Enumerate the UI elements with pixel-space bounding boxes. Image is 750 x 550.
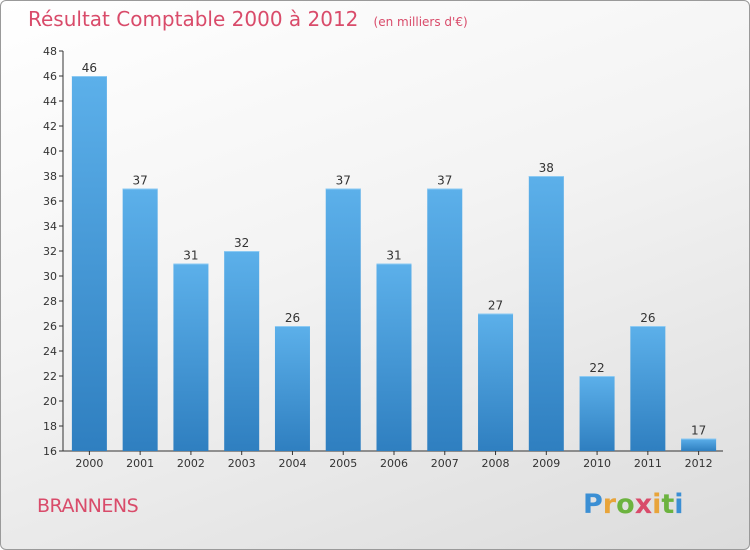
bar bbox=[376, 263, 412, 451]
x-tick-label: 2004 bbox=[278, 457, 306, 470]
proxiti-logo: Proxiti bbox=[583, 489, 684, 520]
logo-letter: P bbox=[583, 489, 603, 520]
x-tick-label: 2002 bbox=[177, 457, 205, 470]
bar-value-label: 27 bbox=[488, 299, 503, 313]
x-tick-label: 2005 bbox=[329, 457, 357, 470]
bar-value-label: 32 bbox=[234, 236, 249, 250]
bar-value-label: 46 bbox=[82, 61, 97, 75]
bar bbox=[528, 176, 564, 451]
y-tick-label: 38 bbox=[43, 170, 57, 183]
bar bbox=[173, 263, 209, 451]
x-tick-label: 2009 bbox=[532, 457, 560, 470]
logo-letter: i bbox=[652, 489, 662, 520]
bar bbox=[579, 376, 615, 451]
bar-value-label: 26 bbox=[640, 311, 655, 325]
y-tick-label: 16 bbox=[43, 445, 57, 458]
y-tick-label: 46 bbox=[43, 70, 57, 83]
bar bbox=[122, 188, 158, 451]
y-tick-label: 32 bbox=[43, 245, 57, 258]
axes: 16 18 20 22 24 26 28 30 32 34 36 38 40 42 44 46 48 2000 20… bbox=[43, 45, 723, 470]
x-tick-label: 2010 bbox=[583, 457, 611, 470]
x-tick-label: 2007 bbox=[431, 457, 459, 470]
bar bbox=[630, 326, 666, 451]
y-tick-label: 30 bbox=[43, 270, 57, 283]
x-tick-label: 2012 bbox=[685, 457, 713, 470]
place-name: BRANNENS bbox=[37, 495, 139, 517]
y-tick-label: 28 bbox=[43, 295, 57, 308]
bar bbox=[274, 326, 310, 451]
x-tick-label: 2008 bbox=[482, 457, 510, 470]
bar bbox=[325, 188, 361, 451]
bar bbox=[681, 438, 717, 451]
bar-value-label: 26 bbox=[285, 311, 300, 325]
y-tick-label: 18 bbox=[43, 420, 57, 433]
bar-value-label: 37 bbox=[437, 174, 452, 188]
x-tick-label: 2003 bbox=[228, 457, 256, 470]
bar-value-label: 31 bbox=[183, 249, 198, 263]
y-tick-label: 48 bbox=[43, 45, 57, 58]
chart-title-text: Résultat Comptable 2000 à 2012 bbox=[28, 7, 359, 31]
logo-letter: t bbox=[661, 489, 675, 520]
bar-value-label: 37 bbox=[133, 174, 148, 188]
chart-unit-note: (en milliers d'€) bbox=[373, 15, 468, 29]
logo-letter: o bbox=[616, 489, 635, 520]
y-tick-label: 40 bbox=[43, 145, 57, 158]
bar bbox=[478, 313, 514, 451]
x-tick-label: 2001 bbox=[126, 457, 154, 470]
bar bbox=[224, 251, 260, 451]
bar bbox=[427, 188, 463, 451]
x-tick-label: 2006 bbox=[380, 457, 408, 470]
y-tick-label: 44 bbox=[43, 95, 57, 108]
bars: 46 37 31 32 26 37 31 37 27 38 22 26 17 bbox=[71, 61, 717, 451]
x-tick-label: 2000 bbox=[75, 457, 103, 470]
bar-value-label: 38 bbox=[539, 161, 554, 175]
y-tick-label: 20 bbox=[43, 395, 57, 408]
bar-value-label: 37 bbox=[336, 174, 351, 188]
x-tick-label: 2011 bbox=[634, 457, 662, 470]
y-tick-label: 42 bbox=[43, 120, 57, 133]
bar-value-label: 22 bbox=[589, 361, 604, 375]
bar-value-label: 17 bbox=[691, 424, 706, 438]
bar-value-label: 31 bbox=[386, 249, 401, 263]
chart-title: Résultat Comptable 2000 à 2012 (en milli… bbox=[28, 7, 468, 31]
logo-letter: i bbox=[674, 489, 684, 520]
logo-letter: x bbox=[634, 489, 653, 520]
y-tick-label: 22 bbox=[43, 370, 57, 383]
y-tick-label: 26 bbox=[43, 320, 57, 333]
logo-letter: r bbox=[602, 489, 617, 520]
y-tick-label: 36 bbox=[43, 195, 57, 208]
bar bbox=[71, 76, 107, 451]
y-tick-label: 24 bbox=[43, 345, 57, 358]
y-tick-label: 34 bbox=[43, 220, 57, 233]
